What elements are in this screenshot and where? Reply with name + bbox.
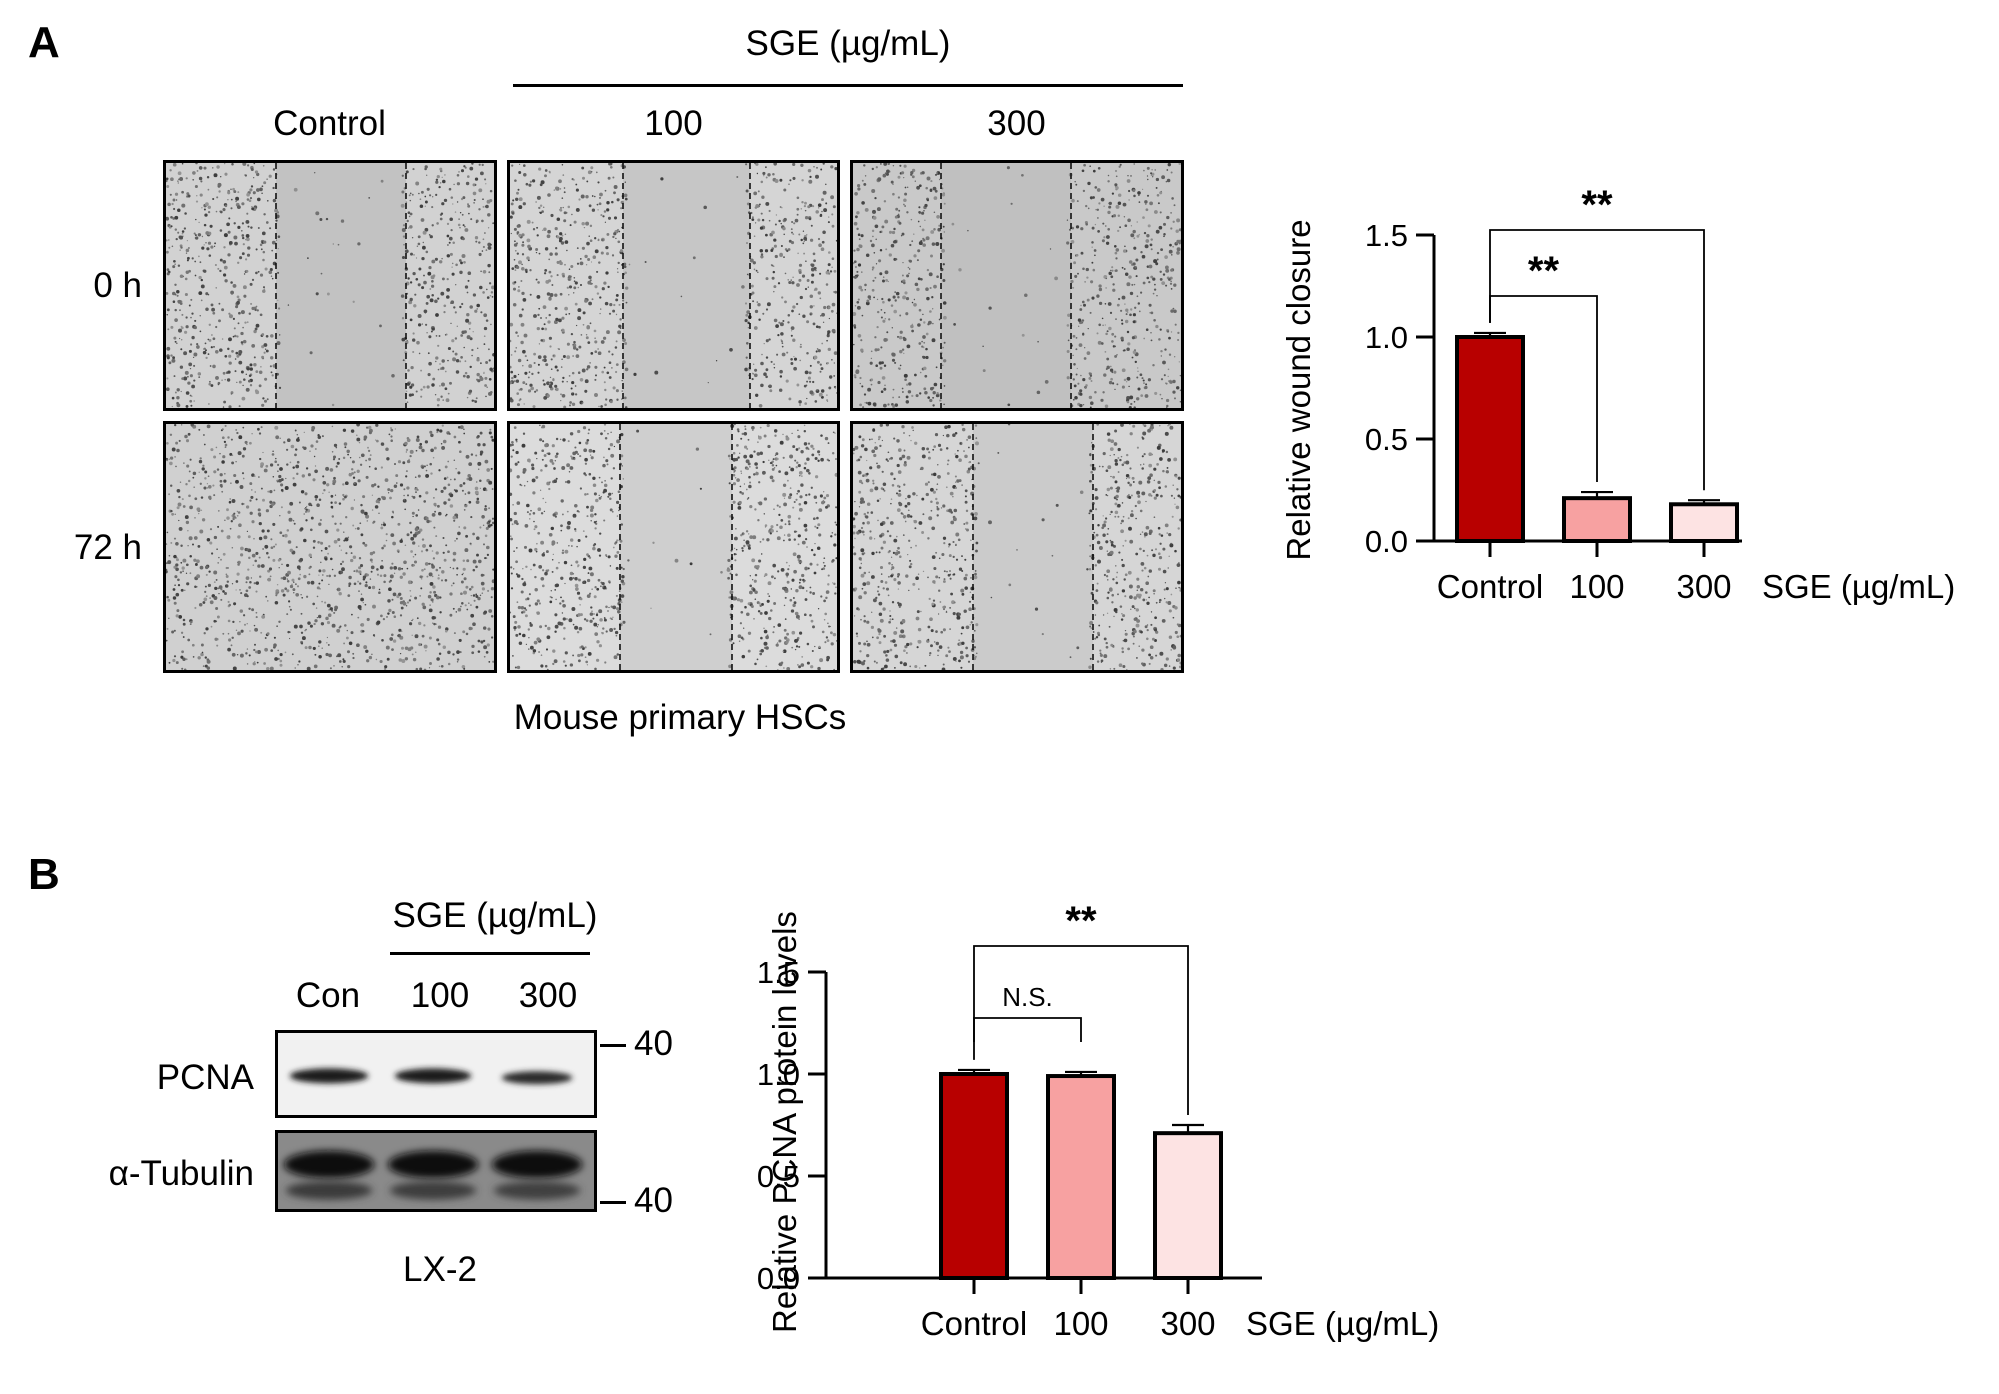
panel-a-sge-header: SGE (µg/mL) xyxy=(745,24,951,63)
micrograph-100-0h xyxy=(507,160,840,411)
micrograph-control-72h xyxy=(163,421,497,673)
micrograph-control-0h xyxy=(163,160,497,411)
y-tick-label: 1.5 xyxy=(757,955,800,990)
blot-pcna xyxy=(275,1030,597,1118)
x-axis-title: SGE (µg/mL) xyxy=(1762,568,1955,605)
marker-label-tubulin: 40 xyxy=(634,1181,673,1220)
x-tick-label: Control xyxy=(921,1305,1027,1342)
x-tick-label: 300 xyxy=(1676,568,1731,605)
chart-group: 0.0 0.5 1.0 1.5 Control 100 300 SGE (µg/mL) Rela… xyxy=(757,899,1439,1342)
y-tick-label: 0.5 xyxy=(757,1159,800,1194)
bar-100 xyxy=(1562,496,1632,544)
significance-stars: ** xyxy=(1581,183,1613,227)
significance-bracket xyxy=(973,945,1189,1115)
marker-tick-pcna xyxy=(600,1044,626,1047)
bar-control xyxy=(939,1072,1009,1280)
x-tick-label: 100 xyxy=(1569,568,1624,605)
panel-a-letter: A xyxy=(28,18,60,67)
panel-b-sge-underline xyxy=(390,952,590,955)
panel-b-sge-header: SGE (µg/mL) xyxy=(392,896,598,935)
x-axis-title: SGE (µg/mL) xyxy=(1246,1305,1439,1342)
significance-stars: ** xyxy=(1065,899,1097,943)
y-axis-title: Relative wound closure xyxy=(1280,219,1317,560)
protein-label-tubulin: α-Tubulin xyxy=(108,1154,254,1193)
y-axis-title: Relative PCNA protein levels xyxy=(766,911,803,1333)
marker-tick-tubulin xyxy=(600,1201,626,1204)
chart-group: 0.0 0.5 1.0 1.5 Control 100 300 SGE (µg/mL) Rela… xyxy=(1280,183,1955,605)
panel-b-letter: B xyxy=(28,850,60,899)
column-label-300: 300 xyxy=(987,104,1046,143)
x-tick-label: 300 xyxy=(1160,1305,1215,1342)
panel-b-cell-line: LX-2 xyxy=(403,1250,477,1289)
marker-label-pcna: 40 xyxy=(634,1024,673,1063)
y-tick-label: 1.0 xyxy=(757,1057,800,1092)
significance-ns: N.S. xyxy=(1002,982,1053,1012)
panel-a-sge-underline xyxy=(513,84,1183,87)
lane-label-300: 300 xyxy=(518,976,578,1015)
y-tick-label: 1.5 xyxy=(1365,218,1408,253)
bar-300 xyxy=(1153,1131,1223,1281)
significance-stars: ** xyxy=(1528,249,1560,293)
lane-label-con: Con xyxy=(295,976,361,1015)
x-tick-label: Control xyxy=(1437,568,1543,605)
panel-a-footer: Mouse primary HSCs xyxy=(513,698,847,737)
column-label-100: 100 xyxy=(644,104,703,143)
micrograph-300-0h xyxy=(850,160,1184,411)
significance-bracket xyxy=(973,1017,1082,1042)
y-tick-label: 1.0 xyxy=(1365,320,1408,355)
x-tick-label: 100 xyxy=(1053,1305,1108,1342)
lane-label-100: 100 xyxy=(410,976,470,1015)
significance-bracket xyxy=(1489,229,1705,491)
micrograph-100-72h xyxy=(507,421,840,673)
blot-alpha-tubulin xyxy=(275,1130,597,1212)
bar-control xyxy=(1455,335,1525,543)
micrograph-300-72h xyxy=(850,421,1184,673)
bar-100 xyxy=(1046,1074,1116,1281)
row-label-0h: 0 h xyxy=(93,266,142,305)
y-tick-label: 0.0 xyxy=(1365,524,1408,559)
column-label-control: Control xyxy=(273,104,386,143)
protein-label-pcna: PCNA xyxy=(156,1058,254,1097)
row-label-72h: 72 h xyxy=(73,528,142,567)
y-tick-label: 0.0 xyxy=(757,1261,800,1296)
y-tick-label: 0.5 xyxy=(1365,422,1408,457)
